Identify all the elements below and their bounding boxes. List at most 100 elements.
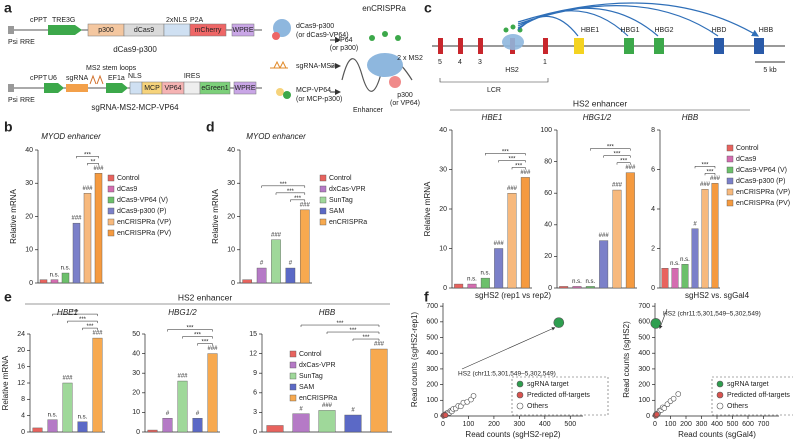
y-tick-label: 300 — [426, 366, 438, 373]
legend-swatch — [319, 218, 327, 226]
y-tick-label: 8 — [21, 396, 25, 403]
legend-label: dxCas-VPR — [299, 362, 336, 369]
legend-swatch — [289, 383, 297, 391]
legend-label: sgRNA target — [727, 381, 769, 388]
element-label: RRE — [20, 97, 35, 104]
y-tick-label: 10 — [132, 409, 140, 416]
legend-swatch — [726, 155, 734, 163]
comparison-bracket — [182, 336, 213, 339]
x-tick-label: 100 — [665, 421, 677, 428]
comparison-label: ** — [91, 159, 96, 165]
y-tick-label: 15 — [249, 331, 257, 338]
y-tick-label: 300 — [638, 366, 650, 373]
panel-label: f — [424, 289, 429, 305]
gene-label: HBG1 — [620, 27, 639, 34]
bar — [92, 337, 103, 433]
y-tick-label: 8 — [651, 127, 655, 134]
egreen-box — [199, 81, 231, 95]
bar — [242, 279, 253, 284]
y-axis-label: Relative mRNA — [9, 189, 18, 244]
nls-box — [163, 23, 191, 37]
group-title: HS2 enhancer — [573, 98, 628, 108]
bar — [162, 418, 173, 433]
comparison-label: *** — [508, 156, 516, 162]
bar — [681, 264, 689, 289]
legend-label: dCas9 — [117, 186, 137, 193]
element-label: WPRE — [233, 27, 254, 34]
x-tick-label: 300 — [514, 421, 526, 428]
panel-label: c — [424, 0, 432, 16]
significance-label: ### — [71, 216, 82, 222]
chart-title: MYOD enhancer — [41, 132, 101, 141]
vp64-icon — [395, 35, 401, 41]
element-label: VP64 — [164, 85, 181, 92]
significance-label: n.s. — [61, 266, 71, 272]
x-tick-label: 200 — [680, 421, 692, 428]
element-label: MCP — [144, 85, 160, 92]
y-tick-label: 0 — [253, 429, 257, 436]
x-tick-label: 0 — [441, 421, 445, 428]
legend-swatch — [319, 196, 327, 204]
bar — [467, 283, 477, 289]
bar — [207, 353, 218, 433]
bar — [691, 228, 699, 289]
bar — [72, 222, 81, 284]
panel-label: d — [206, 119, 215, 135]
x-axis-label: Read counts (sgGal4) — [678, 430, 756, 439]
legend-label: dCas9-VP64 (V) — [736, 167, 787, 174]
y-tick-label: 200 — [426, 381, 438, 388]
gene — [624, 38, 634, 54]
complex-label: (or p300) — [330, 45, 358, 52]
comparison-bracket — [167, 329, 213, 332]
chart-title: HBE1 — [482, 113, 503, 122]
annotation: HS2 (chr11:5,301,549–5,302,549) — [663, 311, 761, 318]
comparison-label: *** — [515, 163, 523, 169]
significance-label: n.s. — [78, 414, 88, 420]
significance-label: ### — [625, 165, 636, 171]
y-tick-label: 100 — [540, 127, 552, 134]
significance-label: ### — [322, 403, 333, 409]
bar — [520, 177, 530, 289]
gene — [574, 38, 584, 54]
x-tick-label: 600 — [742, 421, 754, 428]
element-label: 2xNLS — [166, 17, 187, 24]
y-tick-label: 0 — [646, 413, 650, 420]
point — [442, 412, 449, 419]
significance-label: ### — [62, 376, 73, 382]
significance-label: ### — [520, 170, 531, 176]
part-label: sgRNA-MS2 — [296, 63, 335, 70]
gene-label: HBD — [712, 27, 727, 34]
comparison-bracket — [352, 338, 380, 342]
ltr — [8, 84, 14, 92]
significance-label: n.s. — [480, 271, 490, 277]
comparison-label: *** — [287, 189, 295, 195]
scale-label: 5 kb — [763, 67, 776, 74]
bar — [701, 189, 709, 289]
bar — [285, 267, 296, 284]
y-tick-label: 400 — [426, 350, 438, 357]
y-tick-label: 20 — [227, 213, 235, 220]
point — [654, 411, 660, 418]
vp64-icon — [369, 35, 375, 41]
significance-label: ### — [374, 342, 385, 348]
comparison-bracket — [498, 160, 526, 163]
point — [470, 393, 477, 399]
element-label: MS2 stem loops — [86, 65, 137, 72]
sgrna-icon — [270, 60, 288, 69]
legend-label: Others — [527, 403, 549, 410]
element-label: NLS — [128, 73, 142, 80]
bar — [318, 410, 336, 433]
element-label: eGreen1 — [201, 85, 228, 92]
legend-swatch — [289, 394, 297, 402]
y-tick-label: 0 — [21, 429, 25, 436]
significance-label: ### — [300, 202, 311, 208]
wpre-box — [231, 23, 255, 37]
part-label: MCP-VP64 — [296, 87, 331, 94]
promoter — [106, 83, 128, 93]
sgrna-box — [66, 84, 88, 92]
significance-label: ### — [271, 232, 282, 238]
x-tick-label: 500 — [564, 421, 576, 428]
legend-swatch — [107, 185, 115, 193]
point — [675, 391, 682, 397]
legend-swatch — [107, 229, 115, 237]
